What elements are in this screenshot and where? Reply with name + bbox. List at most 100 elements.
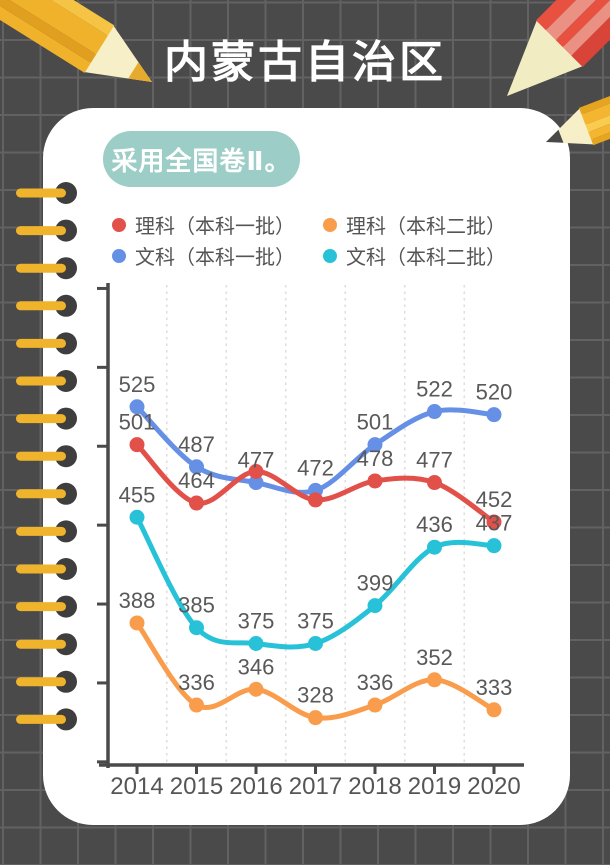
data-point xyxy=(189,459,204,475)
data-point xyxy=(129,437,145,453)
data-label: 455 xyxy=(119,482,156,507)
data-point xyxy=(486,702,502,718)
exam-paper-badge: 采用全国卷Ⅱ。 xyxy=(103,131,300,187)
data-label: 472 xyxy=(297,455,334,480)
data-label: 520 xyxy=(476,380,513,405)
data-label: 487 xyxy=(178,432,215,457)
notebook-card xyxy=(43,108,570,825)
legend-label: 理科（本科一批） xyxy=(135,216,295,238)
spiral-ring-icon xyxy=(16,338,66,348)
pencil-top-right-icon xyxy=(507,0,610,96)
chart-legend: 理科（本科一批） 理科（本科二批） 文科（本科一批） 文科（本科二批） xyxy=(112,213,506,269)
spiral-ring-icon xyxy=(16,226,66,236)
data-point xyxy=(308,492,323,508)
data-point xyxy=(129,399,145,415)
data-label: 385 xyxy=(178,593,215,618)
pencil-top-left-icon xyxy=(0,0,152,82)
data-point xyxy=(427,672,442,688)
data-point xyxy=(367,598,383,614)
line-chart: 388 336 346 328 336 352 333 455 385 375 375 399 436 4… xyxy=(97,283,524,800)
x-axis-label: 2017 xyxy=(289,773,342,800)
spiral-ring-icon xyxy=(16,714,66,724)
data-point xyxy=(248,463,264,479)
legend-dot-icon xyxy=(112,248,126,263)
data-label: 375 xyxy=(297,608,334,633)
legend-item: 理科（本科一批） xyxy=(112,213,323,238)
spiral-ring-icon xyxy=(16,376,66,386)
exam-paper-badge-text: 采用全国卷Ⅱ。 xyxy=(111,145,292,176)
data-label: 478 xyxy=(357,446,394,471)
data-label: 346 xyxy=(238,654,275,679)
data-point xyxy=(129,509,145,525)
legend-item: 理科（本科二批） xyxy=(323,213,506,238)
data-point xyxy=(189,620,204,636)
data-label: 464 xyxy=(178,468,215,493)
x-axis-label: 2020 xyxy=(467,773,520,800)
x-axis-label: 2019 xyxy=(408,773,461,800)
data-label: 336 xyxy=(357,670,394,695)
spiral-ring-icon xyxy=(16,451,66,461)
data-point xyxy=(367,697,383,713)
spiral-ring-icon xyxy=(16,414,66,424)
spiral-ring-icon xyxy=(16,602,66,612)
legend-label: 理科（本科二批） xyxy=(346,216,506,238)
x-axis-label: 2018 xyxy=(348,773,401,800)
spiral-ring-icon xyxy=(16,564,66,574)
data-label: 437 xyxy=(476,511,513,536)
data-point xyxy=(189,495,204,511)
data-point xyxy=(367,437,383,453)
data-point xyxy=(248,635,264,651)
legend-item: 文科（本科一批） xyxy=(112,244,323,269)
legend-dot-icon xyxy=(323,248,337,263)
legend-label: 文科（本科一批） xyxy=(135,247,295,269)
data-label: 336 xyxy=(178,670,215,695)
data-point xyxy=(367,473,383,489)
spiral-ring-icon xyxy=(16,526,66,536)
page-title: 内蒙古自治区 xyxy=(164,38,446,87)
data-label: 436 xyxy=(416,512,453,537)
data-label: 328 xyxy=(297,683,334,708)
data-point xyxy=(427,539,442,555)
data-point xyxy=(189,697,204,713)
data-point xyxy=(308,710,323,726)
data-label: 501 xyxy=(357,410,394,435)
data-label: 477 xyxy=(238,448,275,473)
data-point xyxy=(427,404,442,420)
data-label: 525 xyxy=(119,372,156,397)
data-point xyxy=(248,681,264,697)
data-point xyxy=(486,514,502,530)
data-label: 375 xyxy=(238,608,275,633)
data-label: 388 xyxy=(119,588,156,613)
data-point xyxy=(129,615,145,631)
data-point xyxy=(308,635,323,651)
x-axis-label: 2014 xyxy=(110,773,163,800)
spiral-binding xyxy=(16,182,77,731)
legend-item: 文科（本科二批） xyxy=(323,244,506,269)
data-label: 501 xyxy=(119,410,156,435)
x-axis-label: 2015 xyxy=(170,773,223,800)
data-label: 352 xyxy=(416,645,453,670)
spiral-ring-icon xyxy=(16,489,66,499)
data-point xyxy=(486,407,502,423)
data-point xyxy=(248,475,264,491)
data-label: 477 xyxy=(416,448,453,473)
data-label: 522 xyxy=(416,377,453,402)
spiral-ring-icon xyxy=(16,639,66,649)
data-label: 399 xyxy=(357,571,394,596)
data-label: 333 xyxy=(476,675,513,700)
pencil-right-icon xyxy=(546,64,610,146)
data-label: 452 xyxy=(476,487,513,512)
spiral-ring-icon xyxy=(16,263,66,273)
spiral-ring-icon xyxy=(16,677,66,687)
legend-dot-icon xyxy=(112,217,126,232)
data-point xyxy=(427,475,442,491)
x-axis-label: 2016 xyxy=(229,773,282,800)
data-point xyxy=(486,538,502,554)
spiral-ring-icon xyxy=(16,188,66,198)
legend-label: 文科（本科二批） xyxy=(346,247,506,269)
legend-dot-icon xyxy=(323,217,337,232)
spiral-ring-icon xyxy=(16,301,66,311)
